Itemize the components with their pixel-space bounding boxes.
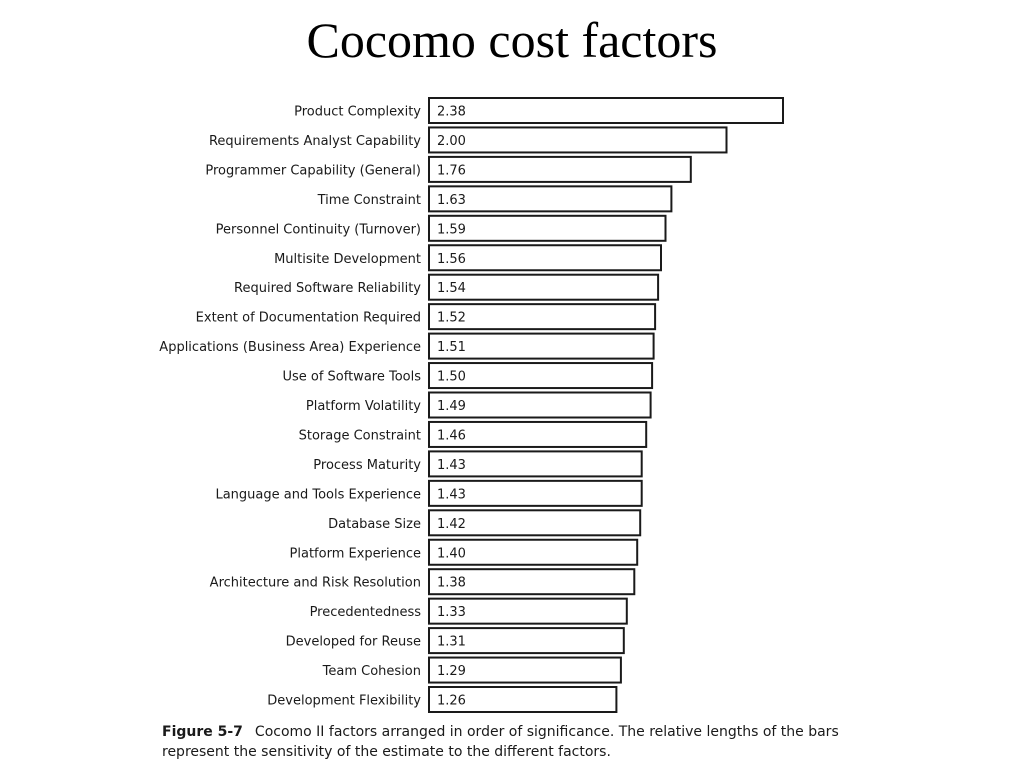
bar-value-label: 1.40 — [437, 546, 466, 561]
bar-value-label: 1.42 — [437, 517, 466, 532]
category-label: Team Cohesion — [322, 664, 421, 679]
category-label: Process Maturity — [313, 458, 421, 473]
bar-value-label: 1.49 — [437, 399, 466, 414]
bar-value-label: 1.51 — [437, 340, 466, 355]
category-label: Multisite Development — [274, 252, 421, 267]
bar — [428, 185, 673, 213]
bar-value-label: 1.31 — [437, 635, 466, 650]
category-label: Database Size — [328, 517, 421, 532]
bar-value-label: 1.50 — [437, 370, 466, 385]
bar-value-label: 1.38 — [437, 576, 466, 591]
category-label: Development Flexibility — [267, 694, 421, 709]
category-label: Developed for Reuse — [286, 635, 421, 650]
figure-caption: Figure 5-7 Cocomo II factors arranged in … — [162, 722, 882, 762]
category-label: Required Software Reliability — [234, 281, 421, 296]
category-label: Time Constraint — [317, 193, 421, 208]
figure-number: Figure 5-7 — [162, 724, 243, 740]
category-label: Platform Experience — [290, 546, 421, 561]
bar — [428, 244, 662, 272]
slide-title: Cocomo cost factors — [306, 12, 718, 68]
bar — [428, 597, 628, 625]
bar-value-label: 1.52 — [437, 311, 466, 326]
bar — [428, 509, 642, 537]
bar-value-label: 2.00 — [437, 134, 466, 149]
category-label: Applications (Business Area) Experience — [159, 340, 421, 355]
bar-value-label: 1.54 — [437, 281, 466, 296]
bar — [428, 214, 667, 242]
category-label: Storage Constraint — [299, 428, 421, 443]
bars-group — [428, 97, 784, 713]
bar-value-label: 1.59 — [437, 222, 466, 237]
bar — [428, 391, 652, 419]
bar — [428, 479, 643, 507]
category-labels-group: Product Complexity Requirements Analyst C… — [159, 105, 421, 709]
category-label: Platform Volatility — [306, 399, 421, 414]
category-label: Requirements Analyst Capability — [209, 134, 421, 149]
category-label: Use of Software Tools — [282, 370, 421, 385]
category-label: Extent of Documentation Required — [196, 311, 421, 326]
bar — [428, 686, 618, 713]
bar — [428, 155, 692, 183]
category-label: Architecture and Risk Resolution — [210, 576, 421, 591]
bar — [428, 627, 625, 655]
bar-value-label: 1.46 — [437, 428, 466, 443]
figure-caption-text: Cocomo II factors arranged in order of s… — [162, 724, 839, 760]
bar-value-label: 2.38 — [437, 105, 466, 120]
category-label: Language and Tools Experience — [215, 487, 421, 502]
bar — [428, 303, 657, 331]
bar-value-label: 1.76 — [437, 163, 466, 178]
bar — [428, 332, 655, 360]
bar — [428, 538, 639, 566]
bar — [428, 126, 728, 154]
bar-value-label: 1.43 — [437, 487, 466, 502]
category-label: Product Complexity — [294, 105, 421, 120]
bar — [428, 568, 636, 596]
category-label: Programmer Capability (General) — [205, 163, 421, 178]
category-label: Personnel Continuity (Turnover) — [216, 222, 421, 237]
bar-value-label: 1.33 — [437, 605, 466, 620]
bar-value-label: 1.26 — [437, 694, 466, 709]
bar-value-label: 1.29 — [437, 664, 466, 679]
bar — [428, 97, 784, 124]
bar-value-label: 1.63 — [437, 193, 466, 208]
bar — [428, 420, 648, 448]
category-label: Precedentedness — [310, 605, 422, 620]
value-labels-group: 2.38 2.00 1.76 1.63 1.59 1.56 1.54 1.52 1.51 1.50… — [437, 105, 466, 709]
bar — [428, 656, 622, 684]
bar-value-label: 1.56 — [437, 252, 466, 267]
bar — [428, 450, 643, 478]
bar — [428, 362, 654, 390]
bar — [428, 273, 660, 301]
bar-value-label: 1.43 — [437, 458, 466, 473]
